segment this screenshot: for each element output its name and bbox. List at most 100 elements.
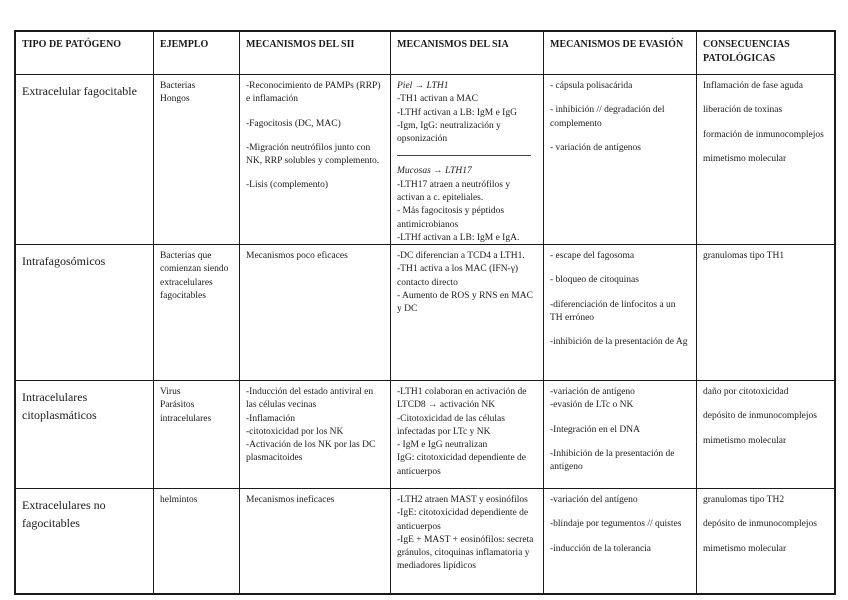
table-row: Intrafagosómicos Bacterias que comienzan … (16, 245, 834, 381)
cell-text: -Integración en el DNA (550, 424, 640, 435)
cell-text: daño por citotoxicidad (703, 387, 789, 397)
cell-text: -Inflamación (246, 413, 296, 424)
cell-ejemplo-row1: Bacterias Hongos (154, 75, 240, 245)
cell-text: helmintos (160, 495, 198, 505)
table-row: Extracelular fagocitable Bacterias Hongos -… (16, 75, 834, 245)
cell-ejemplo-row3: Virus Parásitos intracelulares (154, 381, 240, 489)
cell-text: -TH1 activa a los MAC (IFN-γ) contacto d… (397, 264, 519, 288)
cell-sia-row1: Piel → LTH1 -TH1 activan a MAC -LTHf activ… (391, 75, 544, 245)
cell-text: Extracelular fagocitable (22, 84, 137, 98)
cell-text: liberación de toxinas (703, 105, 783, 116)
cell-text: -Inhibición de la presentación de antíge… (550, 448, 675, 473)
cell-text: -IgE + MAST + eosinófilos: secreta gránu… (397, 534, 534, 572)
cell-text: -Activación de los NK por las DC plasmac… (246, 440, 376, 464)
cell-text: -IgE: citotoxicidad dependiente de antic… (397, 508, 529, 532)
cell-tipo-row3: Intracelulares citoplasmáticos (16, 381, 154, 489)
cell-consecuencias-row4: granulomas tipo TH2 depósito de inmunocom… (697, 489, 834, 593)
cell-text: -citotoxicidad por los NK (246, 426, 344, 437)
cell-text: -LTH2 atraen MAST y eosinófilos (397, 495, 528, 505)
cell-consecuencias-row3: daño por citotoxicidad depósito de inmuno… (697, 381, 834, 489)
cell-sia-row3: -LTH1 colaboran en activación de LTCD8 →… (391, 381, 544, 489)
cell-text: Inflamación de fase aguda (703, 81, 803, 91)
cell-text: Virus (160, 387, 181, 397)
cell-text: depósito de inmunocomplejos (703, 411, 817, 422)
column-header-consecuencias-patologicas: CONSECUENCIAS PATOLÓGICAS (697, 32, 834, 75)
section-divider (397, 155, 531, 157)
cell-text: -diferenciación de linfocitos a un TH er… (550, 299, 676, 323)
cell-text: -Igm, IgG: neutralización y opsonización (397, 120, 501, 145)
cell-sii-row3: -Inducción del estado antiviral en las c… (240, 381, 391, 489)
cell-text: -LTHf activan a LB: IgM e IgG (397, 107, 517, 118)
cell-text: -LTH17 atraen a neutrófilos y activan a … (397, 179, 511, 204)
cell-text: Bacterias que comienzan siendo extracelu… (160, 251, 229, 301)
cell-text: - cápsula polisacárida (550, 81, 633, 91)
column-header-ejemplo: EJEMPLO (154, 32, 240, 75)
cell-text: -TH1 activan a MAC (397, 94, 478, 105)
cell-text: Bacterias (160, 81, 196, 91)
cell-text: -inducción de la tolerancia (550, 543, 652, 554)
cell-text: - IgM e IgG neutralizan (397, 440, 488, 451)
cell-text: Mecanismos ineficaces (246, 495, 335, 505)
cell-consecuencias-row1: Inflamación de fase aguda liberación de t… (697, 75, 834, 245)
cell-text: granulomas tipo TH1 (703, 251, 785, 261)
cell-text: -Migración neutrófilos junto con NK, RRP… (246, 142, 380, 167)
cell-text: -variación del antígeno (550, 495, 638, 505)
cell-text: Mecanismos poco eficaces (246, 251, 348, 261)
cell-tipo-row2: Intrafagosómicos (16, 245, 154, 381)
cell-text: -inhibición de la presentación de Ag (550, 337, 688, 348)
cell-text: IgG: citotoxicidad dependiente de anticu… (397, 453, 526, 477)
cell-text: -variación de antígeno (550, 387, 635, 397)
cell-text: -Inducción del estado antiviral en las c… (246, 387, 374, 411)
cell-text: - Más fagocitosis y péptidos antimicrobi… (397, 206, 505, 230)
cell-sia-row4: -LTH2 atraen MAST y eosinófilos -IgE: cit… (391, 489, 544, 593)
cell-tipo-row4: Extracelulares no fagocitables (16, 489, 154, 593)
cell-text: -LTHf activan a LB: IgM e IgA. (397, 232, 520, 243)
cell-text: -evasión de LTc o NK (550, 400, 634, 411)
cell-text: Extracelulares no fagocitables (22, 498, 106, 530)
cell-text: - bloqueo de citoquinas (550, 275, 639, 286)
cell-text: Parásitos intracelulares (160, 400, 212, 424)
cell-text: - Aumento de ROS y RNS en MAC y DC (397, 290, 533, 315)
cell-text: Hongos (160, 94, 190, 105)
cell-sii-row4: Mecanismos ineficaces (240, 489, 391, 593)
cell-text: Intracelulares citoplasmáticos (22, 390, 97, 422)
cell-sii-row2: Mecanismos poco eficaces (240, 245, 391, 381)
table-body: Extracelular fagocitable Bacterias Hongos -… (16, 75, 834, 593)
column-header-mecanismos-sii: MECANISMOS DEL SII (240, 32, 391, 75)
cell-ejemplo-row2: Bacterias que comienzan siendo extracelu… (154, 245, 240, 381)
cell-text: mimetismo molecular (703, 435, 787, 446)
cell-text: -Lisis (complemento) (246, 180, 329, 191)
cell-evasion-row4: -variación del antígeno -blindaje por teg… (544, 489, 697, 593)
cell-text: Mucosas → LTH17 (397, 166, 472, 177)
cell-text: -Citotoxicidad de las células infectadas… (397, 413, 505, 437)
cell-text: - variación de antígenos (550, 142, 642, 153)
cell-evasion-row1: - cápsula polisacárida - inhibición // de… (544, 75, 697, 245)
cell-text: -blindaje por tegumentos // quistes (550, 519, 682, 530)
cell-text: formación de inmunocomplejos (703, 129, 824, 140)
cell-text: Intrafagosómicos (22, 254, 106, 268)
cell-text: mimetismo molecular (703, 543, 787, 554)
cell-evasion-row3: -variación de antígeno -evasión de LTc o … (544, 381, 697, 489)
column-header-mecanismos-sia: MECANISMOS DEL SIA (391, 32, 544, 75)
cell-text: -LTH1 colaboran en activación de LTCD8 →… (397, 387, 527, 411)
pathogen-table: TIPO DE PATÓGENO EJEMPLO MECANISMOS DEL … (14, 30, 836, 595)
cell-evasion-row2: - escape del fagosoma - bloqueo de citoqu… (544, 245, 697, 381)
column-header-mecanismos-evasion: MECANISMOS DE EVASIÓN (544, 32, 697, 75)
column-header-tipo-de-patogeno: TIPO DE PATÓGENO (16, 32, 154, 75)
cell-sia-row2: -DC diferencian a TCD4 a LTH1. -TH1 activ… (391, 245, 544, 381)
cell-text: depósito de inmunocomplejos (703, 519, 817, 530)
cell-text: -DC diferencian a TCD4 a LTH1. (397, 251, 525, 261)
cell-sii-row1: -Reconocimiento de PAMPs (RRP) e inflama… (240, 75, 391, 245)
cell-text: Piel → LTH1 (397, 81, 449, 91)
cell-text: mimetismo molecular (703, 153, 787, 164)
cell-text: granulomas tipo TH2 (703, 495, 785, 505)
table-header-row: TIPO DE PATÓGENO EJEMPLO MECANISMOS DEL … (16, 32, 834, 75)
cell-text: - inhibición // degradación del compleme… (550, 105, 665, 129)
cell-tipo-row1: Extracelular fagocitable (16, 75, 154, 245)
cell-text: -Fagocitosis (DC, MAC) (246, 118, 341, 129)
cell-consecuencias-row2: granulomas tipo TH1 (697, 245, 834, 381)
cell-ejemplo-row4: helmintos (154, 489, 240, 593)
cell-text: -Reconocimiento de PAMPs (RRP) e inflama… (246, 81, 381, 105)
table-row: Intracelulares citoplasmáticos Virus Parás… (16, 381, 834, 489)
